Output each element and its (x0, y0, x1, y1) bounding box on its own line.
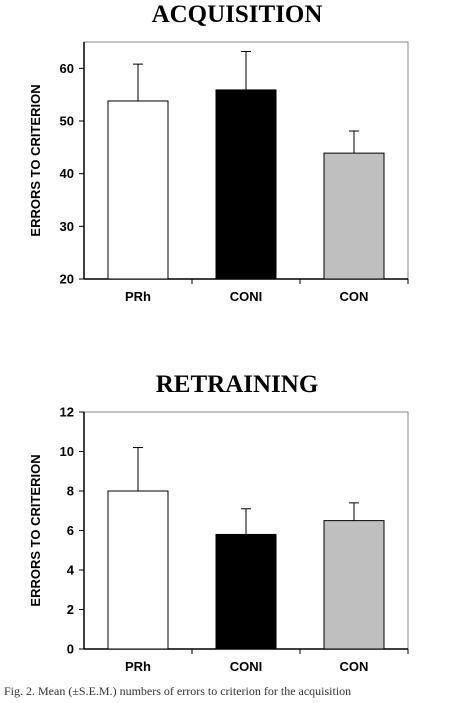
y-tick-label: 50 (60, 114, 74, 129)
y-tick-label: 8 (67, 484, 74, 499)
bar-prh (107, 100, 169, 280)
y-axis-label: ERRORS TO CRITERION (28, 454, 43, 606)
y-tick-label: 12 (60, 405, 74, 420)
retraining-plot: 0 2 4 6 8 10 12 ERRORS TO CRITERION PRh CONI CON (28, 405, 409, 674)
y-tick-label: 4 (67, 563, 75, 578)
x-tick-label: PRh (125, 659, 151, 674)
x-tick-label: CON (340, 659, 369, 674)
chart-title: RETRAINING (155, 371, 319, 398)
y-tick-label: 20 (60, 272, 74, 287)
y-tick-label: 60 (60, 61, 74, 76)
y-tick-label: 10 (60, 444, 74, 459)
x-tick-label: PRh (125, 289, 151, 304)
bar-coni (215, 533, 277, 650)
y-tick-label: 2 (67, 602, 74, 617)
bar-con (323, 520, 385, 650)
y-tick-label: 30 (60, 219, 74, 234)
x-tick-label: CONI (230, 289, 263, 304)
acquisition-chart: ACQUISITION 20 30 40 50 60 ERRORS TO CRITERIO… (0, 0, 474, 310)
y-tick-label: 0 (67, 642, 74, 657)
figure-caption: Fig. 2. Mean (±S.E.M.) numbers of errors… (4, 684, 352, 698)
acquisition-plot: 20 30 40 50 60 ERRORS TO CRITERION PRh CONI CON (28, 41, 409, 304)
chart-title: ACQUISITION (151, 1, 323, 28)
bar-con (323, 152, 385, 280)
y-tick-label: 6 (67, 523, 74, 538)
retraining-chart: RETRAINING 0 2 4 6 8 10 12 ERRORS TO CRITERION P… (0, 370, 474, 680)
bar-prh (107, 490, 169, 650)
y-tick-label: 40 (60, 166, 74, 181)
bar-coni (215, 89, 277, 280)
x-tick-label: CON (340, 289, 369, 304)
y-axis-label: ERRORS TO CRITERION (28, 84, 43, 236)
x-tick-label: CONI (230, 659, 263, 674)
